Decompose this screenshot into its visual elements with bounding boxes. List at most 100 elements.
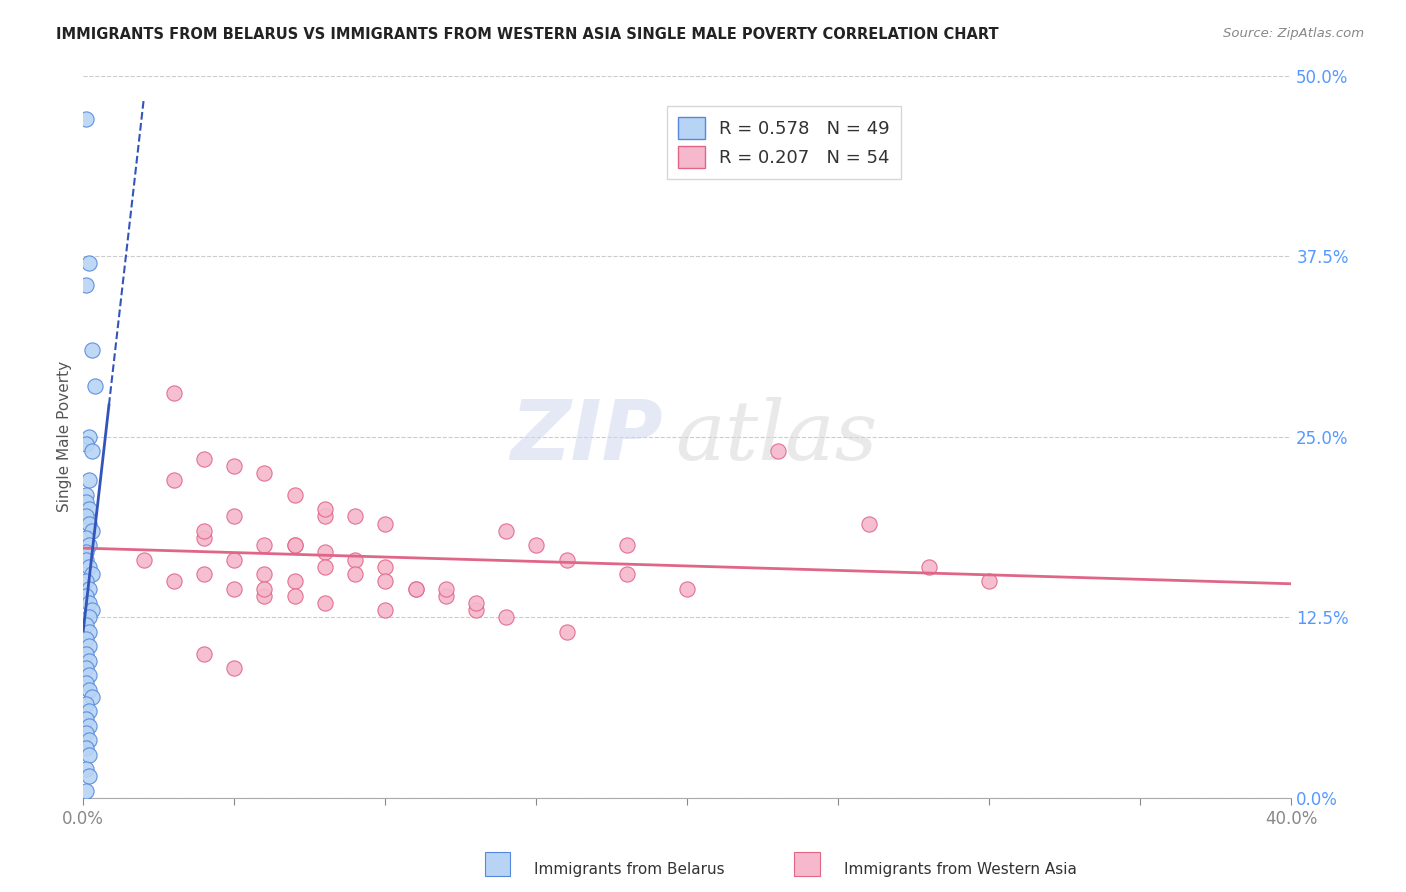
- Point: [75, 574, 97, 589]
- Point: [79, 582, 101, 596]
- Point: [79, 733, 101, 747]
- Point: [314, 545, 336, 559]
- Point: [224, 552, 246, 566]
- Point: [79, 538, 101, 552]
- Point: [224, 509, 246, 524]
- Text: ZIP: ZIP: [510, 396, 664, 477]
- Point: [75, 712, 97, 726]
- Point: [524, 538, 547, 552]
- Point: [75, 617, 97, 632]
- Point: [79, 719, 101, 733]
- Point: [918, 560, 941, 574]
- Point: [374, 560, 396, 574]
- Point: [79, 430, 101, 444]
- Point: [193, 451, 215, 466]
- Point: [84, 379, 107, 393]
- Point: [79, 682, 101, 697]
- Point: [253, 589, 276, 603]
- Point: [616, 538, 638, 552]
- Point: [284, 589, 307, 603]
- Point: [555, 552, 578, 566]
- Point: [79, 654, 101, 668]
- Point: [193, 647, 215, 661]
- Point: [163, 574, 186, 589]
- Point: [79, 596, 101, 610]
- Text: atlas: atlas: [675, 397, 877, 477]
- Point: [79, 516, 101, 531]
- Point: [374, 603, 396, 617]
- Point: [82, 603, 104, 617]
- Point: [405, 582, 427, 596]
- Point: [82, 524, 104, 538]
- Point: [75, 647, 97, 661]
- Point: [75, 697, 97, 711]
- Point: [75, 495, 97, 509]
- Point: [464, 603, 486, 617]
- Point: [79, 769, 101, 783]
- Point: [75, 762, 97, 776]
- Point: [374, 574, 396, 589]
- Point: [495, 610, 517, 624]
- Point: [224, 458, 246, 473]
- Point: [253, 582, 276, 596]
- Point: [75, 784, 97, 798]
- Y-axis label: Single Male Poverty: Single Male Poverty: [58, 361, 72, 512]
- Point: [224, 661, 246, 675]
- Point: [79, 640, 101, 654]
- Point: [344, 509, 367, 524]
- Point: [75, 661, 97, 675]
- Point: [132, 552, 155, 566]
- Point: [79, 502, 101, 516]
- Point: [79, 610, 101, 624]
- Legend: R = 0.578   N = 49, R = 0.207   N = 54: R = 0.578 N = 49, R = 0.207 N = 54: [666, 106, 901, 179]
- Point: [284, 488, 307, 502]
- Point: [163, 386, 186, 401]
- Point: [193, 567, 215, 582]
- Point: [79, 256, 101, 270]
- Point: [314, 509, 336, 524]
- Point: [79, 705, 101, 719]
- Point: [434, 582, 457, 596]
- Point: [75, 589, 97, 603]
- Point: [344, 552, 367, 566]
- Point: [314, 596, 336, 610]
- Point: [193, 531, 215, 545]
- Point: [979, 574, 1001, 589]
- Point: [75, 545, 97, 559]
- Point: [616, 567, 638, 582]
- Point: [193, 524, 215, 538]
- Point: [284, 538, 307, 552]
- Point: [314, 560, 336, 574]
- Point: [253, 466, 276, 480]
- Point: [75, 531, 97, 545]
- Point: [434, 589, 457, 603]
- Point: [676, 582, 699, 596]
- Point: [82, 343, 104, 358]
- Point: [75, 552, 97, 566]
- Point: [284, 574, 307, 589]
- Point: [79, 624, 101, 639]
- Point: [75, 632, 97, 647]
- Point: [405, 582, 427, 596]
- Point: [253, 538, 276, 552]
- Point: [75, 278, 97, 293]
- Point: [82, 444, 104, 458]
- Text: IMMIGRANTS FROM BELARUS VS IMMIGRANTS FROM WESTERN ASIA SINGLE MALE POVERTY CORR: IMMIGRANTS FROM BELARUS VS IMMIGRANTS FR…: [56, 27, 998, 42]
- Point: [314, 502, 336, 516]
- Point: [284, 538, 307, 552]
- Point: [82, 567, 104, 582]
- Point: [495, 524, 517, 538]
- Text: Immigrants from Belarus: Immigrants from Belarus: [534, 863, 725, 877]
- Point: [374, 516, 396, 531]
- Point: [555, 624, 578, 639]
- Point: [79, 668, 101, 682]
- Point: [75, 675, 97, 690]
- Point: [75, 488, 97, 502]
- Point: [75, 437, 97, 451]
- Text: Immigrants from Western Asia: Immigrants from Western Asia: [844, 863, 1077, 877]
- Point: [79, 473, 101, 487]
- Point: [75, 112, 97, 126]
- Point: [224, 582, 246, 596]
- Point: [344, 567, 367, 582]
- Point: [163, 473, 186, 487]
